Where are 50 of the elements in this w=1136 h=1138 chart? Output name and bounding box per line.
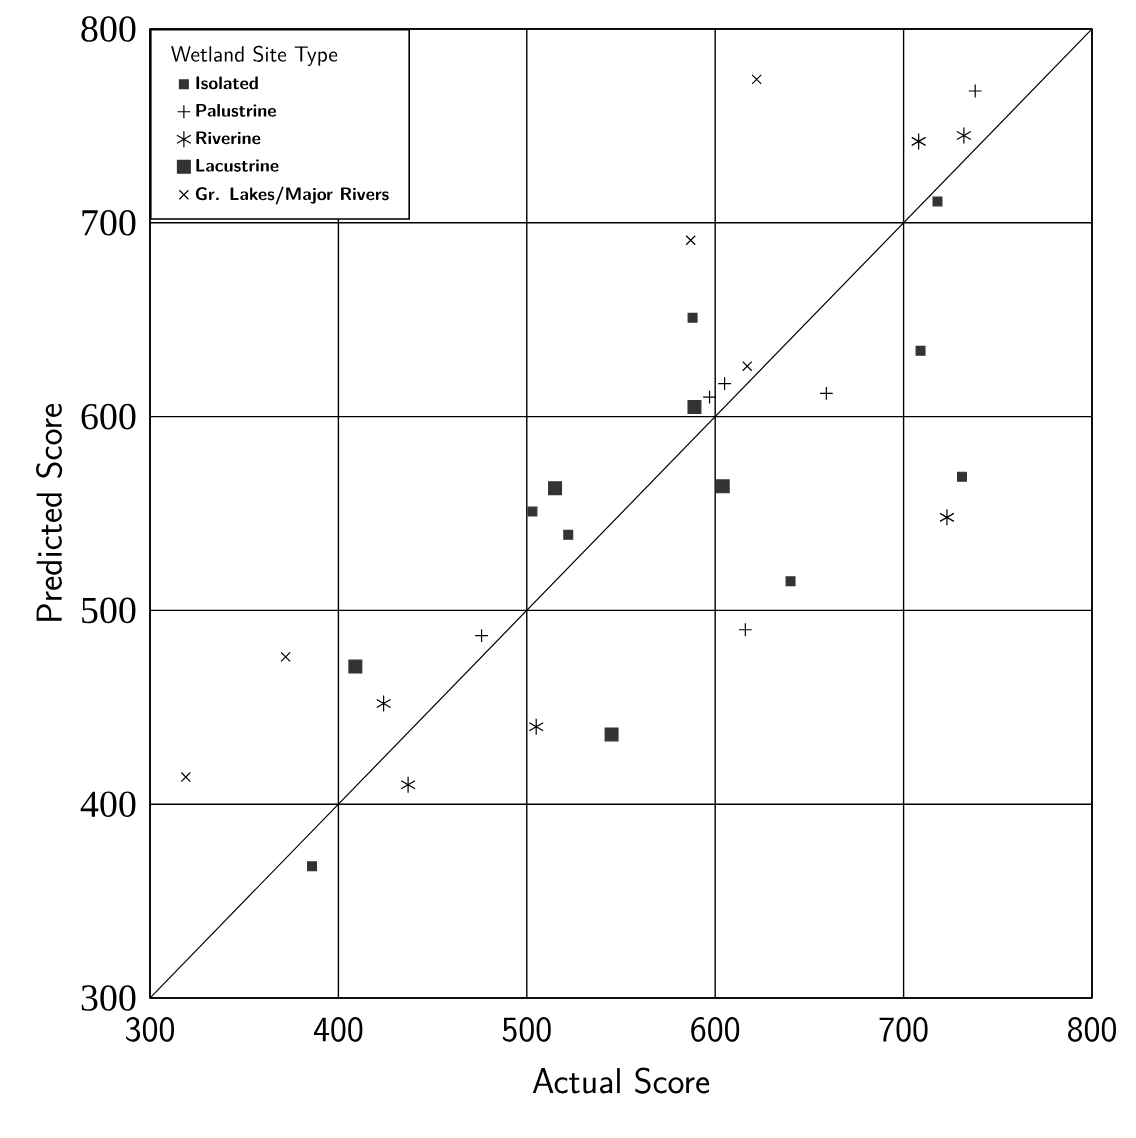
x-tick-label: 500: [502, 1017, 551, 1042]
point: [685, 235, 696, 246]
point: [915, 345, 926, 356]
legend-label: Isolated: [196, 76, 258, 90]
point: [751, 74, 762, 85]
y-axis-title: Predicted Score: [36, 403, 63, 621]
point: [932, 196, 943, 207]
x-axis-title: Actual Score: [532, 1067, 710, 1094]
point: [400, 776, 416, 794]
point: [738, 622, 753, 637]
point: [687, 312, 698, 323]
point: [939, 508, 955, 526]
point: [376, 694, 392, 713]
point: [687, 399, 702, 414]
point: [348, 659, 363, 674]
legend-label: Palustrine: [196, 104, 276, 117]
x-tick-label: 700: [879, 1017, 928, 1042]
y-tick-label: 500: [82, 597, 136, 624]
legend-label: Gr. Lakes/Major Rivers: [195, 186, 389, 205]
point: [911, 132, 927, 150]
point: [528, 718, 544, 736]
y-tick-label: 300: [81, 985, 136, 1011]
legend-label: Lacustrine: [196, 159, 279, 172]
legend-title: Wetland Site Type: [171, 45, 338, 67]
legend-label: Riverine: [196, 131, 261, 145]
point: [563, 529, 574, 540]
point: [957, 471, 967, 482]
point: [702, 390, 717, 405]
y-tick-label: 700: [82, 209, 136, 236]
point: [956, 126, 972, 145]
x-tick-label: 400: [313, 1017, 363, 1042]
point: [785, 576, 796, 587]
x-tick-label: 800: [1068, 1017, 1116, 1042]
y-tick-label: 800: [81, 16, 136, 42]
y-tick-label: 400: [80, 791, 136, 818]
x-tick-label: 600: [691, 1017, 740, 1042]
point: [819, 386, 834, 401]
x-tick-label: 300: [126, 1017, 174, 1042]
point: [548, 481, 563, 496]
point: [527, 506, 538, 517]
point: [474, 628, 489, 643]
point: [742, 361, 753, 372]
point: [307, 861, 318, 872]
point: [604, 727, 619, 742]
point: [968, 84, 983, 99]
point: [280, 651, 291, 663]
y-tick-label: 600: [81, 403, 136, 430]
point: [717, 376, 732, 391]
point: [715, 479, 730, 494]
point: [180, 771, 191, 783]
